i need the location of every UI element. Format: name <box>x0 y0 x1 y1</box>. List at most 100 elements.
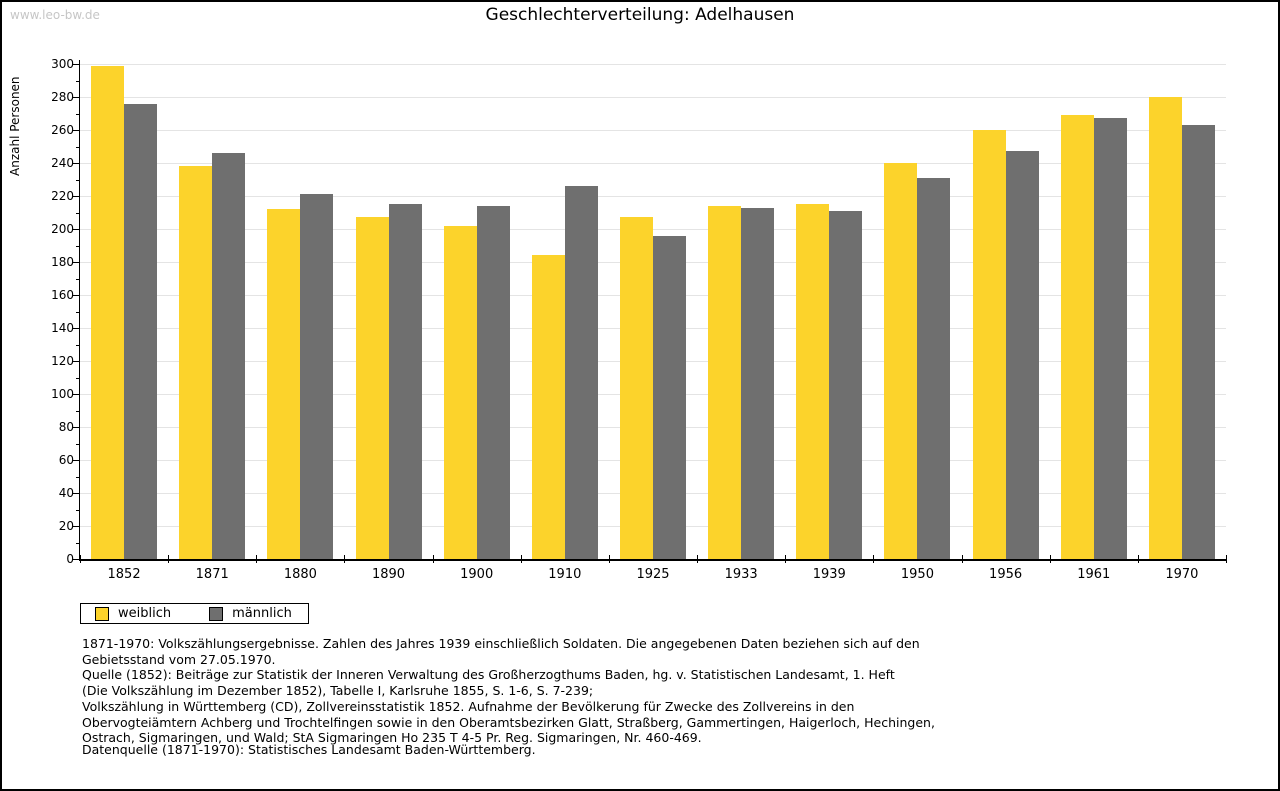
y-tick-label-240: 240 <box>51 156 74 170</box>
bar-weiblich-1933 <box>708 205 742 559</box>
x-boundary-tick-6 <box>608 555 610 563</box>
x-tick-label-1852: 1852 <box>107 567 141 582</box>
x-tick-label-1933: 1933 <box>724 567 758 582</box>
x-boundary-tick-9 <box>873 555 875 563</box>
y-major-tick-100 <box>73 394 79 395</box>
gridline-240 <box>80 163 1226 164</box>
y-minor-tick-130 <box>76 344 79 346</box>
gridline-300 <box>80 64 1226 65</box>
legend-item-maennlich: männlich <box>209 606 292 621</box>
y-tick-label-40: 40 <box>58 486 74 500</box>
y-minor-tick-250 <box>76 146 79 148</box>
bar-weiblich-1970 <box>1148 97 1182 559</box>
y-tick-label-260: 260 <box>51 123 74 137</box>
y-minor-tick-70 <box>76 443 79 445</box>
y-major-tick-60 <box>73 460 79 461</box>
bar-männlich-1939 <box>829 210 863 559</box>
x-tick-label-1939: 1939 <box>812 567 846 582</box>
y-minor-tick-290 <box>76 80 79 82</box>
y-axis-tick-labels: 0 20 40 60 80 100 120 140 160 180 200 220 240 260 280 3… <box>2 58 74 565</box>
x-tick-label-1925: 1925 <box>636 567 670 582</box>
x-boundary-tick-13 <box>1226 555 1227 563</box>
y-minor-tick-110 <box>76 377 79 379</box>
x-boundary-tick-3 <box>344 555 346 563</box>
x-boundary-tick-0 <box>80 555 81 563</box>
y-tick-label-100: 100 <box>51 387 74 401</box>
y-major-tick-80 <box>73 427 79 428</box>
legend-swatch-maennlich <box>209 606 224 621</box>
x-boundary-tick-7 <box>697 555 699 563</box>
y-major-tick-260 <box>73 130 79 131</box>
bar-weiblich-1852 <box>91 65 125 559</box>
gridline-280 <box>80 97 1226 98</box>
bar-männlich-1950 <box>917 177 951 559</box>
bar-weiblich-1956 <box>972 130 1006 559</box>
y-major-tick-0 <box>73 559 79 560</box>
legend: weiblich männlich <box>80 603 309 624</box>
y-major-tick-180 <box>73 262 79 263</box>
y-major-tick-160 <box>73 295 79 296</box>
bar-weiblich-1890 <box>355 217 389 559</box>
bar-männlich-1880 <box>300 194 334 559</box>
y-tick-label-280: 280 <box>51 90 74 104</box>
y-major-tick-20 <box>73 526 79 527</box>
y-major-tick-40 <box>73 493 79 494</box>
legend-label-weiblich: weiblich <box>118 606 172 621</box>
bar-männlich-1871 <box>212 153 246 559</box>
x-tick-label-1961: 1961 <box>1077 567 1111 582</box>
bar-weiblich-1961 <box>1060 115 1094 559</box>
y-tick-label-160: 160 <box>51 288 74 302</box>
y-tick-label-180: 180 <box>51 255 74 269</box>
gridline-200 <box>80 229 1226 230</box>
y-tick-label-20: 20 <box>58 519 74 533</box>
x-boundary-tick-10 <box>961 555 963 563</box>
watermark-text: www.leo-bw.de <box>10 8 100 22</box>
y-major-tick-300 <box>73 64 79 65</box>
x-boundary-tick-1 <box>168 555 170 563</box>
y-major-tick-200 <box>73 229 79 230</box>
y-major-tick-120 <box>73 361 79 362</box>
plot-area: 1852 1871 1880 1890 1900 1910 1925 1933 1939 1950… <box>73 60 1227 582</box>
source-notes: 1871-1970: Volkszählungsergebnisse. Zahl… <box>82 636 935 746</box>
bar-weiblich-1871 <box>179 166 213 559</box>
bar-männlich-1910 <box>564 186 598 559</box>
x-boundary-tick-8 <box>785 555 787 563</box>
legend-swatch-weiblich <box>95 606 109 621</box>
bar-männlich-1970 <box>1181 125 1215 559</box>
y-tick-label-140: 140 <box>51 321 74 335</box>
bar-weiblich-1925 <box>620 217 653 559</box>
x-boundary-tick-11 <box>1049 555 1051 563</box>
y-minor-tick-50 <box>76 476 79 478</box>
y-minor-tick-190 <box>76 245 79 247</box>
x-boundary-tick-5 <box>520 555 522 563</box>
y-major-tick-220 <box>73 196 79 197</box>
gridline-220 <box>80 196 1226 197</box>
y-major-tick-140 <box>73 328 79 329</box>
bar-weiblich-1910 <box>531 255 565 559</box>
y-minor-tick-10 <box>76 542 79 544</box>
y-tick-label-60: 60 <box>58 453 74 467</box>
x-tick-label-1956: 1956 <box>989 567 1023 582</box>
bar-weiblich-1950 <box>884 163 918 559</box>
bar-männlich-1961 <box>1093 118 1127 559</box>
bar-männlich-1956 <box>1005 151 1039 559</box>
bar-männlich-1925 <box>653 235 686 559</box>
y-tick-label-80: 80 <box>58 420 74 434</box>
page-title: Geschlechterverteilung: Adelhausen <box>485 5 795 25</box>
y-tick-label-0: 0 <box>66 552 74 566</box>
y-major-tick-280 <box>73 97 79 98</box>
y-minor-tick-30 <box>76 509 79 511</box>
bar-männlich-1852 <box>124 103 158 559</box>
y-major-tick-240 <box>73 163 79 164</box>
bar-weiblich-1900 <box>443 225 477 559</box>
bar-männlich-1900 <box>476 205 510 559</box>
bar-weiblich-1880 <box>267 209 301 559</box>
x-tick-label-1970: 1970 <box>1165 567 1199 582</box>
y-minor-tick-90 <box>76 410 79 412</box>
x-tick-label-1900: 1900 <box>460 567 494 582</box>
x-tick-label-1871: 1871 <box>195 567 229 582</box>
y-minor-tick-150 <box>76 311 79 313</box>
x-boundary-tick-12 <box>1137 555 1139 563</box>
x-tick-label-1950: 1950 <box>900 567 934 582</box>
